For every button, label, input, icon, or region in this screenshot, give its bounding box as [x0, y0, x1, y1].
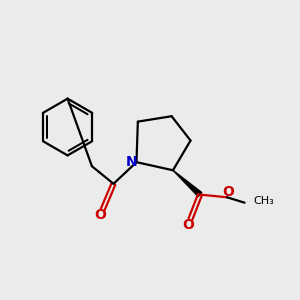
Text: N: N [126, 155, 137, 169]
Polygon shape [173, 170, 202, 196]
Text: O: O [222, 185, 234, 200]
Text: O: O [94, 208, 106, 222]
Text: O: O [182, 218, 194, 232]
Text: CH₃: CH₃ [253, 196, 274, 206]
